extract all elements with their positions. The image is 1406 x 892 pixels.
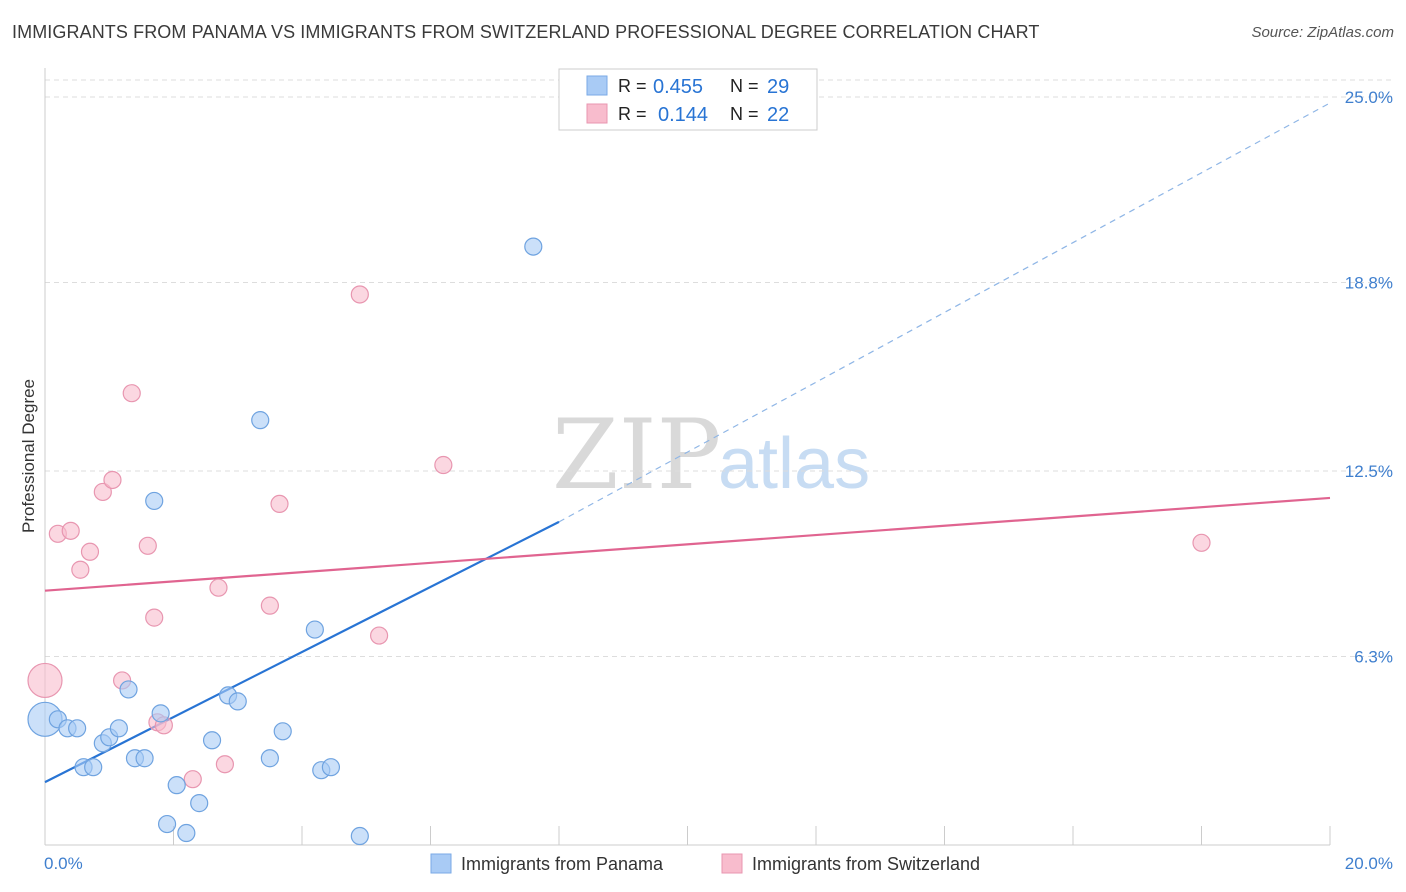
point-panama: [260, 749, 279, 768]
point-panama: [157, 814, 177, 834]
y-tick-label: 18.8%: [1345, 274, 1393, 293]
legend-r-label-switzerland: R =: [618, 104, 647, 124]
axis-labels: 6.3% 12.5% 18.8% 25.0% 0.0% 20.0%: [44, 88, 1393, 873]
trend-line-panama: [44, 520, 560, 784]
legend-swatch-panama: [586, 75, 608, 96]
legend-n-value-panama: 29: [767, 76, 789, 98]
x-tick-label-min: 0.0%: [44, 854, 83, 873]
point-switzerland: [80, 542, 100, 561]
point-panama: [524, 237, 543, 256]
point-switzerland: [209, 578, 228, 597]
point-panama: [167, 776, 186, 795]
point-switzerland: [138, 536, 157, 555]
point-panama: [145, 491, 164, 511]
point-panama: [350, 826, 369, 846]
point-switzerland: [370, 626, 389, 645]
point-panama: [68, 719, 87, 738]
series-legend-label-panama: Immigrants from Panama: [461, 854, 664, 874]
point-panama: [273, 722, 292, 741]
source-label: Source: ZipAtlas.com: [1251, 24, 1394, 41]
series-legend: Immigrants from Panama Immigrants from S…: [430, 853, 980, 874]
point-switzerland: [103, 470, 122, 490]
point-panama: [321, 758, 341, 777]
point-switzerland: [1192, 533, 1211, 552]
legend-n-value-switzerland: 22: [767, 104, 789, 126]
data-points: [27, 237, 1211, 846]
y-tick-label: 12.5%: [1345, 462, 1393, 481]
point-switzerland: [215, 755, 234, 774]
trend-line-switzerland: [44, 496, 1331, 592]
point-panama: [84, 758, 103, 777]
point-switzerland: [93, 482, 112, 502]
trend-line-panama-extension: [558, 102, 1331, 523]
trend-lines: [44, 102, 1331, 784]
point-switzerland: [145, 608, 164, 627]
series-legend-label-switzerland: Immigrants from Switzerland: [752, 854, 980, 874]
point-switzerland: [350, 285, 369, 304]
legend-r-value-switzerland: 0.144: [658, 104, 708, 126]
legend-swatch-switzerland: [586, 103, 608, 124]
point-switzerland: [183, 770, 202, 789]
point-switzerland: [260, 596, 279, 615]
x-tick-label-max: 20.0%: [1345, 854, 1393, 873]
series-legend-swatch-panama: [430, 853, 452, 874]
gridlines: [45, 79, 1395, 658]
y-tick-label: 6.3%: [1354, 648, 1393, 667]
point-panama: [177, 823, 196, 843]
point-switzerland: [71, 560, 90, 579]
point-panama: [135, 749, 154, 768]
y-tick-label: 25.0%: [1345, 88, 1393, 107]
point-switzerland: [122, 384, 141, 403]
chart-title: IMMIGRANTS FROM PANAMA VS IMMIGRANTS FRO…: [12, 22, 1040, 42]
point-panama: [151, 704, 170, 723]
legend-n-label-switzerland: N =: [730, 104, 759, 124]
y-axis-title: Professional Degree: [19, 379, 38, 533]
point-switzerland: [27, 662, 63, 699]
point-switzerland: [270, 494, 289, 514]
point-switzerland: [434, 455, 453, 475]
series-legend-swatch-switzerland: [721, 853, 743, 874]
watermark-atlas: atlas: [718, 424, 870, 504]
watermark-zip: ZIP: [552, 399, 721, 511]
point-panama: [305, 620, 324, 639]
point-panama: [228, 692, 247, 711]
legend-r-label-panama: R =: [618, 76, 647, 96]
point-panama: [109, 719, 128, 738]
point-panama: [251, 411, 270, 430]
point-panama: [202, 731, 222, 750]
legend-n-label-panama: N =: [730, 76, 759, 96]
correlation-legend: R = 0.455 N = 29 R = 0.144 N = 22: [558, 68, 818, 131]
point-switzerland: [61, 521, 80, 540]
legend-r-value-panama: 0.455: [653, 76, 703, 98]
point-panama: [119, 680, 138, 699]
point-panama: [190, 794, 209, 813]
